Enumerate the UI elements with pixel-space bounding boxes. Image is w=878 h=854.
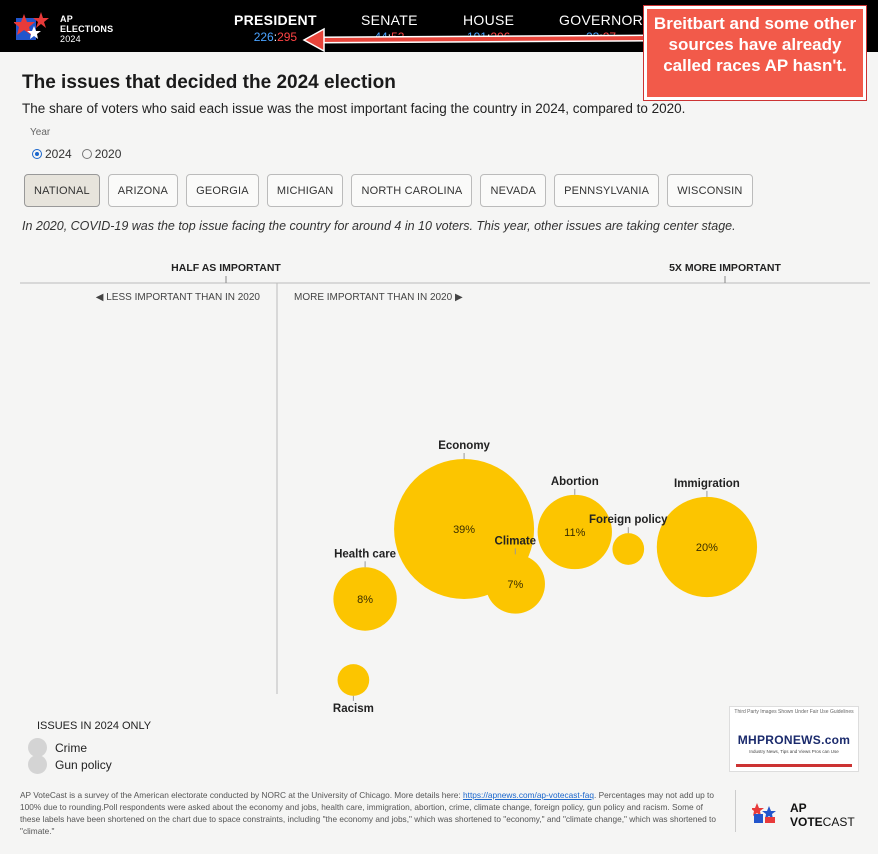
ap-votecast-wordmark: AP VOTECAST [790,801,855,829]
region-tabs: NATIONAL ARIZONA GEORGIA MICHIGAN NORTH … [24,174,753,207]
bubble-immigration[interactable] [656,496,758,598]
brand-line-1: AP [60,14,73,24]
year-radio-group: 2024 2020 [32,147,121,161]
year-label: Year [30,127,51,138]
bubble-label-health-care: Health care [334,548,396,560]
votecast-cast: CAST [822,815,855,829]
watermark-bar [736,764,852,767]
nav-president-label: PRESIDENT [234,12,317,28]
chart-note: In 2020, COVID-19 was the top issue faci… [22,219,736,233]
brand-line-3: 2024 [60,34,81,44]
votecast-faq-link[interactable]: https://apnews.com/ap-votecast-faq [463,790,595,800]
tab-national[interactable]: NATIONAL [24,174,100,207]
votecast-vote: VOTE [790,815,823,829]
votecast-ap: AP [790,801,807,815]
bubble-foreign-policy[interactable] [612,533,645,565]
nav-senate-label: SENATE [361,12,418,28]
bubble-label-foreign-policy: Foreign policy [589,514,668,526]
bubble-racism[interactable] [337,664,370,696]
x-axis-right-label: 5X MORE IMPORTANT [669,262,781,274]
bubble-value-economy: 39% [453,524,475,536]
callout-arrow-icon [302,27,651,53]
tab-north-carolina[interactable]: NORTH CAROLINA [351,174,473,207]
tab-arizona[interactable]: ARIZONA [107,174,179,207]
year-2024-label: 2024 [45,147,72,161]
watermark-brand: MHPRONEWS.com [737,733,851,747]
nav-house-label: HOUSE [463,12,515,28]
nav-governor-label: GOVERNOR [559,12,644,28]
callout-box: Breitbart and some other sources have al… [644,6,866,100]
footer-note: AP VoteCast is a survey of the American … [20,789,720,837]
bubble-value-abortion: 11% [564,527,585,539]
legend-gun-policy-label: Gun policy [55,757,112,772]
watermark-fair-use: Third Party Images Shown Under Fair Use … [734,709,854,715]
ap-votecast-logo-icon [752,803,776,823]
bubble-value-health-care: 8% [357,594,373,606]
watermark-tagline: Industry News, Tips and Views Pros can U… [749,749,839,754]
legend-item-crime: Crime [28,738,87,757]
nav-president[interactable]: PRESIDENT 226:295 [234,12,317,44]
radio-selected-icon[interactable] [32,149,42,159]
legend-crime-label: Crime [55,740,87,755]
mhpronews-watermark: Third Party Images Shown Under Fair Use … [729,706,859,772]
bubble-value-climate: 7% [507,579,523,591]
tab-michigan[interactable]: MICHIGAN [266,174,344,207]
bubble-label-immigration: Immigration [674,478,740,490]
bubble-label-abortion: Abortion [551,476,599,488]
bubble-label-climate: Climate [495,535,537,547]
year-2020-label: 2020 [94,147,122,161]
bubble-label-racism: Racism [333,703,374,715]
tab-wisconsin[interactable]: WISCONSIN [667,174,753,207]
callout-text: Breitbart and some other sources have al… [653,14,857,75]
president-dem-count: 226 [253,30,274,44]
ap-elections-brand[interactable]: AP ELECTIONS 2024 [60,14,113,44]
less-important-label: ◀ LESS IMPORTANT THAN IN 2020 [96,292,261,303]
tab-georgia[interactable]: GEORGIA [186,174,259,207]
footer-text-2: . Percentages may not add up to 100% due… [20,790,716,836]
radio-unselected-icon[interactable] [81,149,92,159]
bubble-climate[interactable] [485,554,545,614]
page-title: The issues that decided the 2024 electio… [22,72,396,93]
page-subtitle: The share of voters who said each issue … [22,101,686,116]
president-rep-count: 295 [277,30,298,44]
year-radio-2020[interactable]: 2020 [81,147,122,161]
legend-title: ISSUES IN 2024 ONLY [37,720,152,732]
more-important-label: MORE IMPORTANT THAN IN 2020 ▶ [294,292,463,303]
legend-crime-dot [28,738,47,757]
legend-gun-policy-dot [28,755,47,774]
bubbles-group: 39% Economy 20% Immigration 11% Abortion 8% Hea… [333,440,758,715]
x-axis-left-label: HALF AS IMPORTANT [171,262,281,274]
bubble-health-care[interactable] [333,567,397,631]
bubble-value-immigration: 20% [696,542,718,554]
tab-nevada[interactable]: NEVADA [480,174,547,207]
brand-line-2: ELECTIONS [60,24,114,34]
ap-elections-logo-icon[interactable] [14,10,52,44]
footer-divider [735,790,736,832]
footer-text-1: AP VoteCast is a survey of the American … [20,790,464,800]
year-radio-2024[interactable]: 2024 [32,147,72,161]
legend-item-gun-policy: Gun policy [28,755,112,774]
bubble-label-economy: Economy [438,440,490,452]
bubble-chart: HALF AS IMPORTANT 5X MORE IMPORTANT ◀ LE… [20,262,870,715]
bubble-abortion[interactable] [537,494,612,570]
tab-pennsylvania[interactable]: PENNSYLVANIA [554,174,660,207]
